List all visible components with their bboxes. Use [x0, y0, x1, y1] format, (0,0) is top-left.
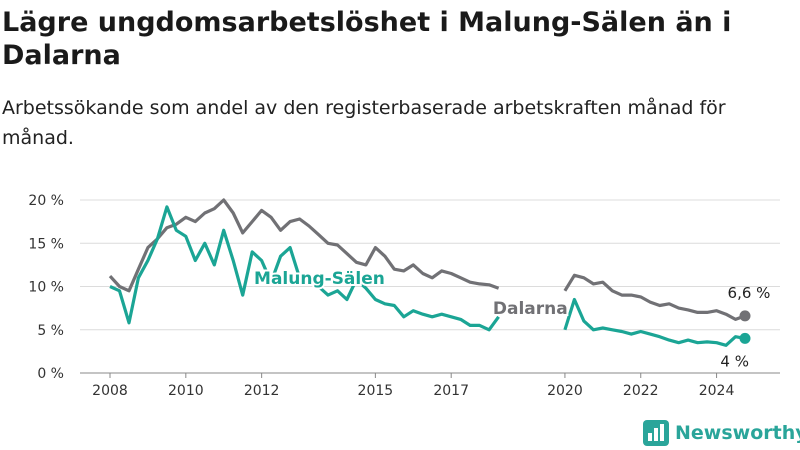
chart-subtitle: Arbetssökande som andel av den registerb… — [2, 97, 726, 149]
malung-s-len-end-point — [739, 332, 751, 344]
newsworthy-logo[interactable]: Newsworthy — [643, 420, 800, 446]
x-tick-label: 2015 — [358, 383, 394, 399]
x-tick-label: 2010 — [168, 383, 204, 399]
bar-chart-icon — [643, 420, 669, 446]
x-tick-label: 2022 — [623, 383, 659, 399]
y-tick-label: 0 % — [37, 366, 64, 382]
y-tick-label: 5 % — [37, 323, 64, 339]
dalarna-end-label: 6,6 % — [728, 284, 771, 302]
x-tick-label: 2017 — [433, 383, 469, 399]
line-chart: 0 % 5 % 10 % 15 % 20 % 2008 2010 2012 2015 2017 20… — [28, 193, 780, 399]
dalarna-label: Dalarna — [493, 299, 568, 319]
logo-text: Newsworthy — [675, 422, 800, 444]
x-tick-label: 2008 — [92, 383, 128, 399]
x-tick-label: 2012 — [244, 383, 280, 399]
dalarna-line — [108, 198, 746, 321]
malung-salen-end-label: 4 % — [720, 352, 749, 370]
x-tick-label: 2020 — [547, 383, 583, 399]
y-tick-label: 15 % — [28, 236, 64, 252]
malung-salen-label: Malung-Sälen — [254, 269, 385, 289]
x-tick-label: 2024 — [699, 383, 735, 399]
dalarna-end-point — [739, 310, 751, 322]
chart-title: Lägre ungdomsarbetslöshet i Malung-Sälen… — [2, 7, 732, 71]
malung-s-len-line — [109, 205, 746, 347]
y-tick-label: 10 % — [28, 280, 64, 296]
y-tick-label: 20 % — [28, 193, 64, 209]
